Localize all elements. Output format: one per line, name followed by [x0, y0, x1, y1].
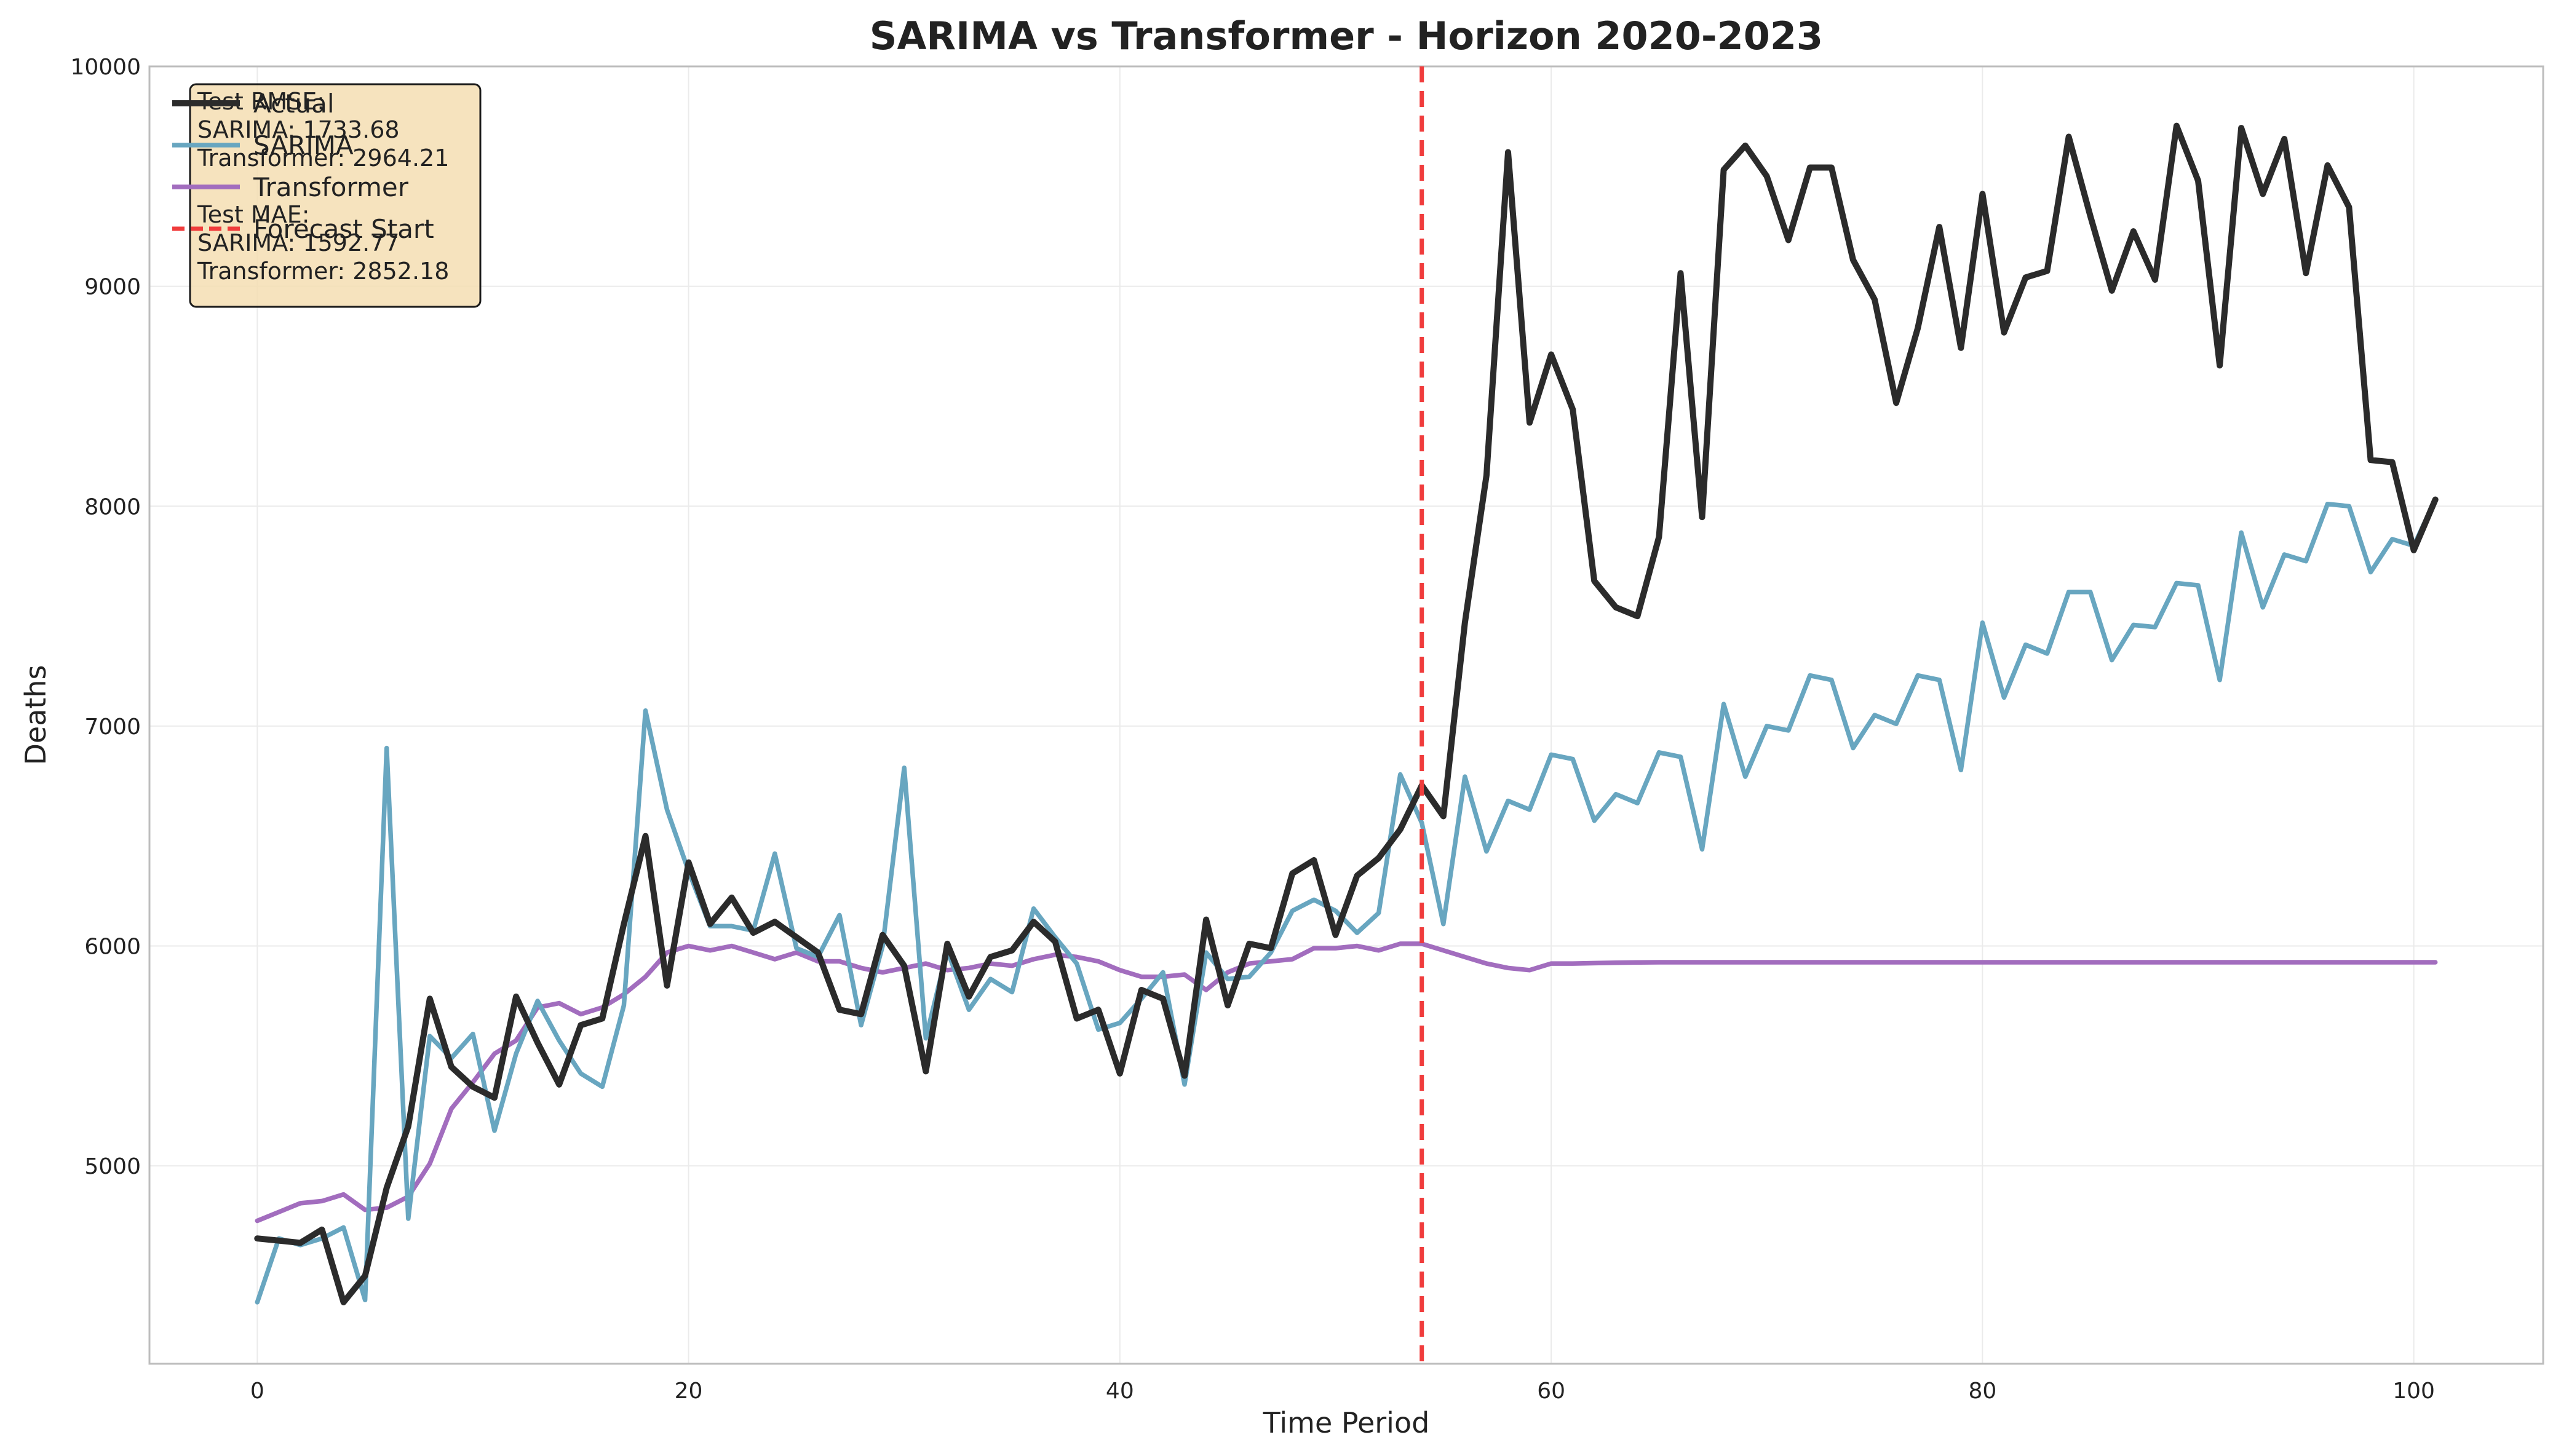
y-axis-label: Deaths	[19, 665, 52, 765]
x-tick-label: 20	[675, 1379, 703, 1404]
y-tick-label: 5000	[84, 1154, 141, 1179]
series-layer	[254, 122, 2439, 1305]
x-axis-label: Time Period	[1263, 1406, 1430, 1439]
metrics-line: Transformer: 2964.21	[197, 144, 449, 172]
grid	[149, 66, 2543, 1364]
legend: Actual SARIMA Transformer Forecast Start	[172, 89, 434, 244]
legend-label: Transformer	[253, 172, 409, 202]
series-line-actual	[254, 122, 2439, 1305]
y-tick-label: 9000	[84, 275, 141, 300]
legend-label: SARIMA	[253, 130, 354, 160]
metrics-line: SARIMA: 1733.68	[197, 116, 400, 143]
y-tick-label: 8000	[84, 494, 141, 520]
x-tick-label: 60	[1537, 1379, 1565, 1404]
metrics-line: Test MAE:	[197, 201, 310, 228]
x-tick-label: 0	[250, 1379, 264, 1404]
ticks: 0 20 40 60 80 100 5000 6000 7000 8000 9000 10000	[70, 55, 2435, 1404]
x-tick-label: 80	[1968, 1379, 1996, 1404]
chart-title: SARIMA vs Transformer - Horizon 2020-202…	[870, 14, 1823, 58]
x-tick-label: 40	[1106, 1379, 1134, 1404]
y-tick-label: 6000	[84, 935, 141, 960]
series-line-transformer	[255, 941, 2438, 1224]
plot-frame	[148, 65, 2544, 1365]
x-tick-label: 100	[2392, 1379, 2435, 1404]
y-tick-label: 7000	[84, 714, 141, 740]
metrics-line: Transformer: 2852.18	[197, 258, 449, 285]
legend-label: Actual	[253, 89, 335, 119]
metrics-line: SARIMA: 1592.77	[197, 229, 400, 256]
y-tick-label: 10000	[70, 55, 141, 80]
series-line-sarima	[255, 497, 2438, 1305]
legend-label: Forecast Start	[253, 214, 434, 244]
metrics-box-background	[189, 83, 482, 308]
